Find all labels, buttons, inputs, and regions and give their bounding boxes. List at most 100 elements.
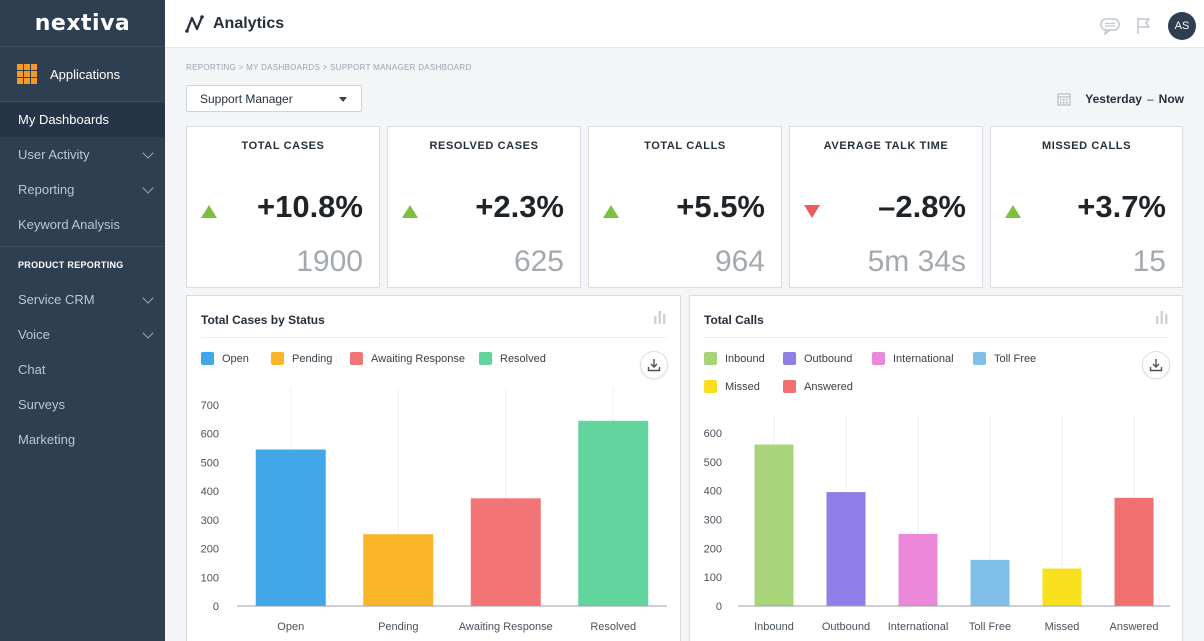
legend-swatch [704, 380, 717, 393]
sidebar-item-label: Surveys [18, 397, 65, 412]
y-tick-label: 500 [201, 457, 219, 469]
bar-inbound[interactable] [754, 444, 794, 606]
panel-divider [704, 337, 1168, 338]
legend-item-international[interactable]: International [872, 352, 954, 365]
bar-outbound[interactable] [826, 492, 866, 606]
dashboard-select[interactable]: Support Manager [186, 85, 362, 112]
chat-bubble-icon[interactable] [1100, 17, 1120, 35]
kpi-card-total-calls: TOTAL CALLS +5.5% 964 [588, 126, 782, 288]
kpi-value: 15 [1132, 245, 1166, 278]
kpi-card-total-cases: TOTAL CASES +10.8% 1900 [186, 126, 380, 288]
sidebar-item-label: My Dashboards [18, 112, 110, 127]
legend-item-resolved[interactable]: Resolved [479, 352, 546, 365]
sidebar-item-label: Keyword Analysis [18, 217, 120, 232]
bar-chart-icon[interactable] [654, 310, 666, 324]
download-button[interactable] [1142, 351, 1170, 379]
caret-down-icon [339, 97, 347, 102]
x-tick-label: Awaiting Response [459, 621, 553, 633]
kpi-card-average-talk-time: AVERAGE TALK TIME –2.8% 5m 34s [789, 126, 983, 288]
sidebar-item-my-dashboards[interactable]: My Dashboards [0, 102, 165, 137]
legend-swatch [704, 352, 717, 365]
date-range-from: Yesterday [1085, 92, 1142, 106]
x-tick-label: Open [277, 621, 304, 633]
legend-swatch [872, 352, 885, 365]
y-tick-label: 600 [704, 428, 722, 440]
nextiva-logo[interactable]: nextiva [0, 0, 165, 47]
date-range-to: Now [1158, 92, 1184, 106]
y-tick-label: 100 [704, 572, 722, 584]
user-avatar[interactable]: AS [1168, 12, 1196, 40]
download-icon [1149, 359, 1163, 372]
top-header: Analytics AS [165, 0, 1204, 48]
bar-pending[interactable] [363, 534, 434, 606]
calendar-icon [1057, 93, 1071, 106]
date-range-picker[interactable]: Yesterday – Now [1057, 92, 1184, 106]
x-tick-label: Missed [1045, 621, 1080, 633]
download-button[interactable] [640, 351, 668, 379]
download-icon [647, 359, 661, 372]
header-actions: AS [1100, 12, 1196, 40]
x-tick-label: Inbound [754, 621, 794, 633]
kpi-change: –2.8% [878, 189, 966, 224]
bar-chart-icon[interactable] [1156, 310, 1168, 324]
y-tick-label: 400 [704, 486, 722, 498]
kpi-title: MISSED CALLS [1041, 140, 1132, 152]
legend-label: Awaiting Response [371, 352, 465, 365]
legend-item-open[interactable]: Open [201, 352, 249, 365]
trend-up-icon [1005, 205, 1021, 218]
legend-item-pending[interactable]: Pending [271, 352, 332, 365]
applications-label: Applications [50, 66, 121, 82]
bar-international[interactable] [898, 533, 938, 606]
bar-open[interactable] [255, 449, 326, 606]
legend-swatch [783, 352, 796, 365]
sidebar-item-voice[interactable]: Voice [0, 317, 165, 352]
legend-label: Pending [292, 352, 333, 365]
x-tick-label: Toll Free [969, 621, 1011, 633]
sidebar-item-surveys[interactable]: Surveys [0, 387, 165, 422]
sidebar-item-user-activity[interactable]: User Activity [0, 137, 165, 172]
breadcrumb[interactable]: REPORTING > MY DASHBOARDS > SUPPORT MANA… [186, 63, 472, 72]
legend-item-inbound[interactable]: Inbound [704, 352, 765, 365]
y-tick-label: 100 [201, 572, 219, 584]
sidebar-item-service-crm[interactable]: Service CRM [0, 282, 165, 317]
bar-missed[interactable] [1042, 568, 1082, 606]
flag-icon[interactable] [1136, 17, 1152, 35]
legend-item-toll-free[interactable]: Toll Free [973, 352, 1036, 365]
legend-label: Inbound [725, 352, 765, 365]
kpi-change: +2.3% [475, 189, 564, 224]
legend-label: Open [222, 352, 249, 365]
kpi-value: 1900 [296, 245, 363, 278]
app-grid-icon [17, 64, 37, 84]
y-tick-label: 500 [704, 457, 722, 469]
bar-toll-free[interactable] [970, 559, 1010, 606]
x-tick-label: International [888, 621, 949, 633]
sidebar-item-label: Reporting [18, 182, 75, 197]
legend-swatch [783, 380, 796, 393]
sidebar-item-label: Marketing [18, 432, 76, 447]
kpi-title: TOTAL CASES [241, 140, 325, 152]
legend-swatch [350, 352, 363, 365]
sidebar-item-marketing[interactable]: Marketing [0, 422, 165, 457]
x-tick-label: Outbound [822, 621, 870, 633]
applications-launcher[interactable]: Applications [0, 47, 165, 102]
legend-item-missed[interactable]: Missed [704, 380, 760, 393]
legend-item-outbound[interactable]: Outbound [783, 352, 852, 365]
kpi-card-resolved-cases: RESOLVED CASES +2.3% 625 [387, 126, 581, 288]
sidebar-item-chat[interactable]: Chat [0, 352, 165, 387]
kpi-title: AVERAGE TALK TIME [823, 140, 949, 152]
legend-item-answered[interactable]: Answered [783, 380, 853, 393]
bar-resolved[interactable] [578, 420, 649, 606]
bar-answered[interactable] [1114, 497, 1154, 606]
sidebar-item-label: Service CRM [18, 292, 95, 307]
kpi-value: 625 [513, 245, 564, 278]
sidebar-item-label: Voice [18, 327, 50, 342]
legend-label: Resolved [500, 352, 546, 365]
legend-item-awaiting-response[interactable]: Awaiting Response [350, 352, 465, 365]
sidebar-item-keyword-analysis[interactable]: Keyword Analysis [0, 207, 165, 242]
y-tick-label: 400 [201, 486, 219, 498]
bar-awaiting-response[interactable] [470, 498, 541, 606]
page-title: Analytics [213, 14, 285, 32]
y-tick-label: 0 [213, 601, 219, 613]
sidebar-item-reporting[interactable]: Reporting [0, 172, 165, 207]
dashboard-select-value: Support Manager [200, 91, 293, 106]
